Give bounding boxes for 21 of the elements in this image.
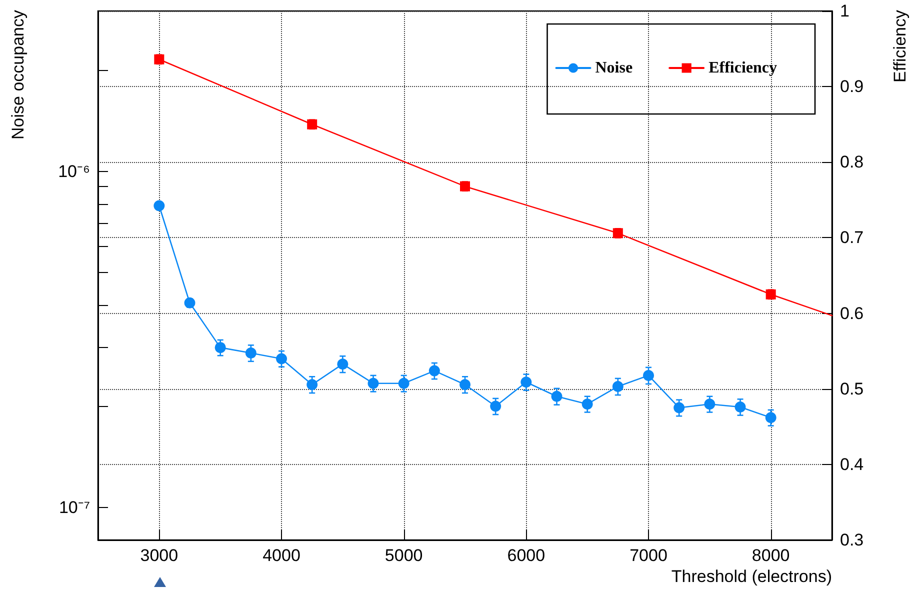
x-axis-title: Threshold (electrons) (671, 567, 832, 586)
y2-axis-title: Efficiency (890, 10, 910, 82)
y2-tick-label: 0.5 (840, 379, 864, 398)
y2-tick-label: 0.9 (840, 77, 864, 96)
legend-label: Noise (595, 60, 633, 76)
y-tick-label: 10⁻⁶ (58, 162, 90, 181)
y2-tick-label: 0.8 (840, 152, 864, 172)
x-tick-label: 6000 (507, 546, 546, 565)
x-tick-label: 3000 (140, 546, 178, 565)
x-tick-label: 7000 (630, 546, 668, 565)
y2-tick-label: 0.3 (840, 530, 864, 550)
x-tick-label: 8000 (752, 546, 790, 565)
y-axis-title: Noise occupancy (8, 10, 28, 140)
y2-tick-label: 0.7 (840, 228, 864, 248)
legend-label: Efficiency (708, 60, 777, 76)
y2-tick-label: 0.4 (840, 454, 864, 474)
y2-tick-label: 0.6 (840, 304, 864, 323)
y-tick-label: 10⁻⁷ (58, 498, 90, 517)
x-tick-label: 5000 (384, 546, 423, 565)
y2-tick-label: 1 (840, 2, 850, 20)
x-tick-label: 4000 (262, 546, 300, 565)
